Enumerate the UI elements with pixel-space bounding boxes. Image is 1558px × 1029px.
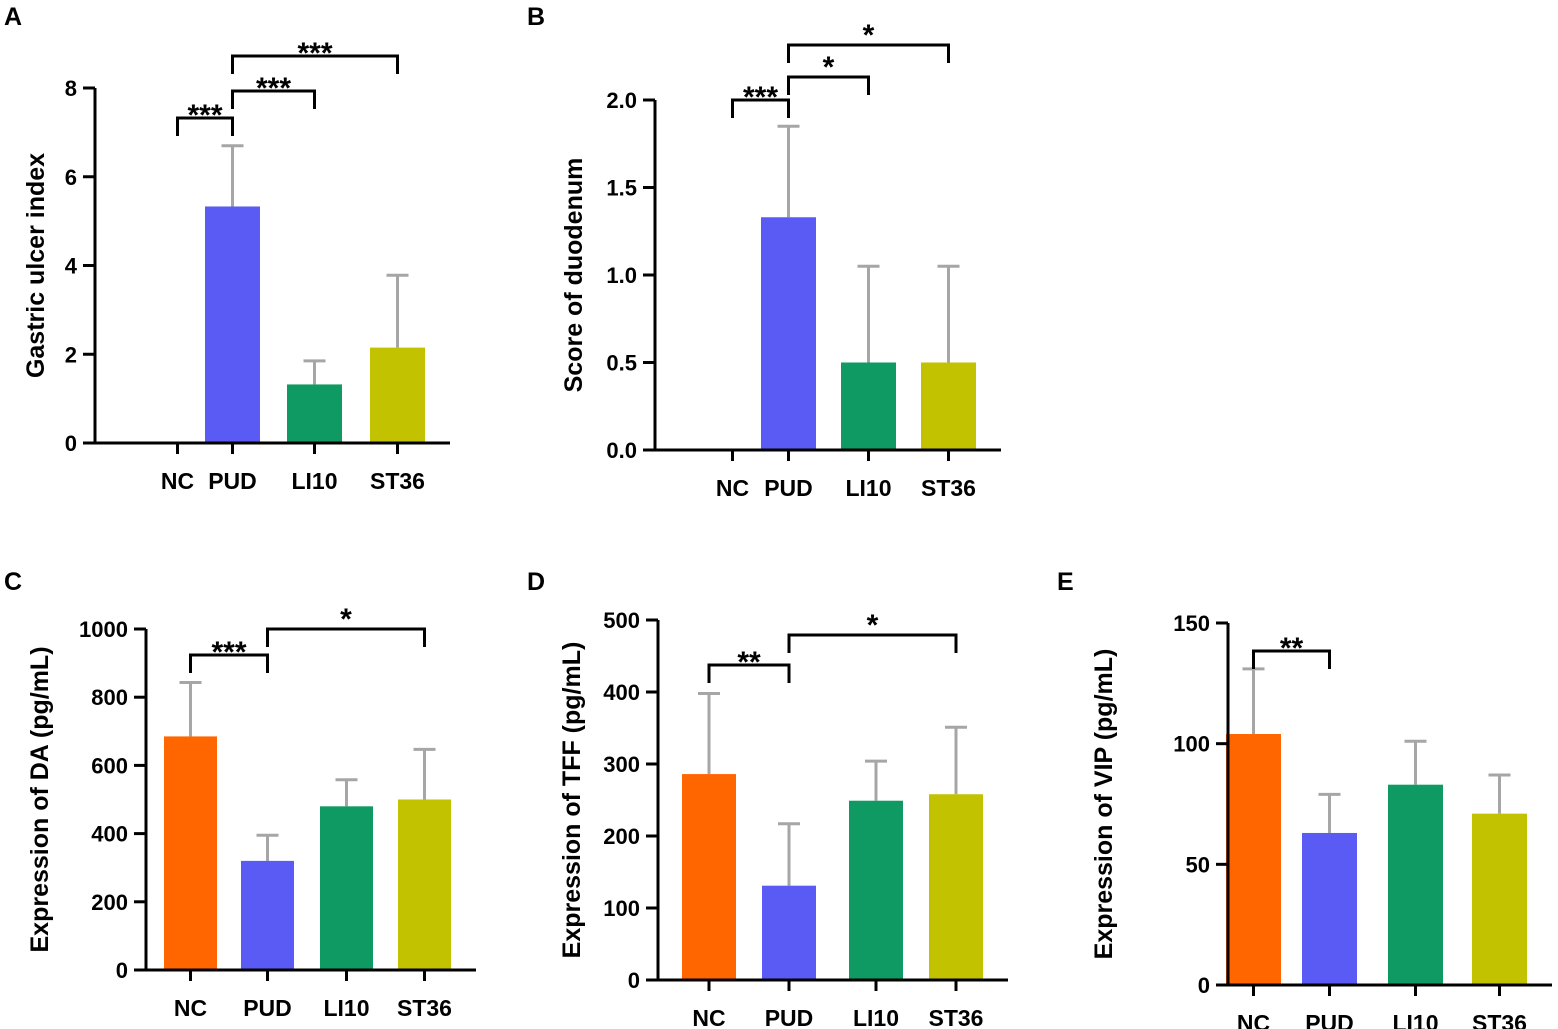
- significance-label-a-1: ***: [256, 72, 291, 105]
- significance-bracket-d-1: [787, 633, 958, 653]
- panel-letter-d: D: [527, 568, 545, 596]
- y-tick-label-e-1: 50: [1186, 852, 1210, 877]
- panel-letter-e: E: [1057, 568, 1074, 596]
- bar-e-st36: [1472, 813, 1527, 985]
- x-tick-label-d-li10: LI10: [853, 1005, 899, 1029]
- y-tick-label-a-1: 2: [65, 342, 77, 367]
- bar-a-st36: [370, 347, 425, 443]
- x-tick-label-b-pud: PUD: [764, 475, 813, 501]
- bar-a-li10: [287, 384, 342, 443]
- y-tick-label-e-2: 100: [1173, 732, 1210, 757]
- x-tick-label-a-st36: ST36: [370, 468, 425, 494]
- bar-b-li10: [841, 362, 896, 450]
- x-tick-label-e-st36: ST36: [1472, 1010, 1527, 1029]
- x-tick-label-c-li10: LI10: [323, 995, 369, 1021]
- significance-bracket-a-1: [231, 89, 316, 109]
- significance-label-c-1: *: [340, 603, 352, 636]
- bar-d-li10: [849, 800, 903, 980]
- significance-label-a-2: ***: [297, 37, 332, 70]
- y-tick-label-c-4: 800: [91, 685, 128, 710]
- significance-label-d-1: *: [867, 609, 879, 642]
- y-tick-label-b-3: 1.5: [606, 176, 637, 201]
- y-tick-label-c-2: 400: [91, 822, 128, 847]
- significance-label-a-0: ***: [187, 99, 222, 132]
- y-tick-label-b-0: 0.0: [606, 438, 637, 463]
- y-tick-label-e-3: 150: [1173, 611, 1210, 636]
- y-tick-label-b-4: 2.0: [606, 88, 637, 113]
- bar-c-pud: [241, 860, 294, 970]
- bar-c-li10: [320, 806, 373, 970]
- x-tick-label-e-nc: NC: [1237, 1010, 1270, 1029]
- bar-d-pud: [762, 885, 816, 980]
- significance-bracket-b-2: [787, 43, 950, 63]
- significance-bracket-b-0: [731, 98, 790, 118]
- bar-d-st36: [929, 794, 983, 980]
- x-tick-label-d-pud: PUD: [765, 1005, 814, 1029]
- y-axis-label-e: Expression of VIP (pg/mL): [1090, 649, 1118, 960]
- x-tick-label-a-pud: PUD: [208, 468, 257, 494]
- y-tick-label-c-0: 0: [116, 958, 128, 983]
- significance-bracket-c-1: [266, 627, 426, 647]
- bar-a-pud: [205, 206, 260, 443]
- y-axis-label-b: Score of duodenum: [560, 158, 588, 393]
- x-tick-label-e-li10: LI10: [1392, 1010, 1438, 1029]
- y-axis-label-c: Expression of DA (pg/mL): [26, 646, 54, 952]
- bar-d-nc: [682, 774, 736, 980]
- significance-label-c-0: ***: [211, 636, 246, 669]
- bar-b-pud: [761, 217, 816, 450]
- panel-letter-a: A: [4, 3, 22, 31]
- significance-bracket-d-0: [707, 663, 791, 683]
- significance-label-b-0: ***: [743, 81, 778, 114]
- bar-c-st36: [398, 799, 451, 970]
- x-tick-label-b-st36: ST36: [921, 475, 976, 501]
- y-tick-label-c-1: 200: [91, 890, 128, 915]
- y-tick-label-b-2: 1.0: [606, 263, 637, 288]
- y-tick-label-c-3: 600: [91, 753, 128, 778]
- y-tick-label-d-2: 200: [603, 824, 640, 849]
- x-tick-label-a-nc: NC: [161, 468, 194, 494]
- x-tick-label-b-nc: NC: [716, 475, 749, 501]
- x-tick-label-d-nc: NC: [692, 1005, 725, 1029]
- significance-label-b-1: *: [823, 51, 835, 84]
- y-tick-label-c-5: 1000: [79, 617, 128, 642]
- significance-bracket-e-0: [1252, 649, 1331, 669]
- x-tick-label-a-li10: LI10: [291, 468, 337, 494]
- significance-bracket-a-2: [231, 54, 399, 74]
- panel-letter-b: B: [527, 3, 545, 31]
- significance-bracket-a-0: [176, 116, 234, 136]
- y-tick-label-a-0: 0: [65, 431, 77, 456]
- y-tick-label-a-4: 8: [65, 76, 77, 101]
- y-tick-label-d-0: 0: [628, 968, 640, 993]
- y-tick-label-b-1: 0.5: [606, 351, 637, 376]
- x-tick-label-c-st36: ST36: [397, 995, 452, 1021]
- bar-e-nc: [1226, 734, 1281, 985]
- bar-b-st36: [921, 362, 976, 450]
- significance-label-d-0: **: [737, 646, 761, 679]
- significance-label-b-2: *: [863, 19, 875, 52]
- x-tick-label-e-pud: PUD: [1305, 1010, 1354, 1029]
- y-tick-label-a-2: 4: [65, 254, 78, 279]
- y-axis-label-a: Gastric ulcer index: [22, 153, 50, 378]
- y-tick-label-d-3: 300: [603, 752, 640, 777]
- bar-e-li10: [1388, 784, 1443, 985]
- y-tick-label-d-1: 100: [603, 896, 640, 921]
- x-tick-label-c-nc: NC: [174, 995, 207, 1021]
- significance-bracket-b-1: [787, 75, 870, 95]
- x-tick-label-b-li10: LI10: [845, 475, 891, 501]
- significance-bracket-c-0: [189, 653, 269, 673]
- x-tick-label-d-st36: ST36: [929, 1005, 984, 1029]
- bar-c-nc: [164, 736, 217, 970]
- x-tick-label-c-pud: PUD: [243, 995, 292, 1021]
- y-axis-label-d: Expression of TFF (pg/mL): [558, 642, 586, 959]
- y-tick-label-e-0: 0: [1198, 973, 1210, 998]
- significance-label-e-0: **: [1280, 632, 1304, 665]
- y-tick-label-a-3: 6: [65, 165, 77, 190]
- y-tick-label-d-5: 500: [603, 608, 640, 633]
- panel-letter-c: C: [4, 568, 22, 596]
- bar-e-pud: [1302, 832, 1357, 985]
- y-tick-label-d-4: 400: [603, 680, 640, 705]
